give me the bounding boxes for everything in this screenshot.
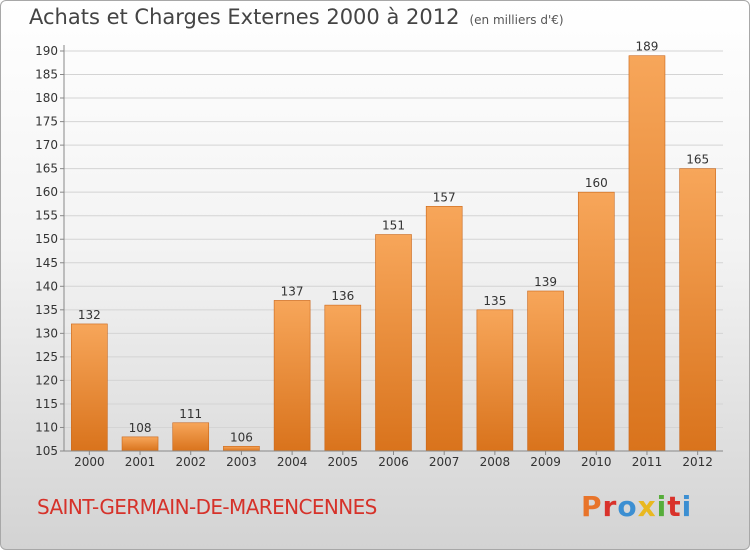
bars: [71, 55, 716, 452]
x-tick-label: 2002: [175, 455, 206, 469]
x-tick-label: 2005: [328, 455, 359, 469]
data-labels: 132 108 111 106 137 136 151 157 135 139 160 189 165: [78, 40, 709, 445]
data-label: 157: [433, 190, 456, 204]
y-tick-label: 140: [35, 279, 58, 293]
data-label: 106: [230, 430, 253, 444]
data-label: 165: [686, 153, 709, 167]
chart-title-text: Achats et Charges Externes 2000 à 2012: [29, 5, 460, 29]
bar-2010: [577, 191, 615, 452]
bar-2001: [121, 436, 159, 452]
y-tick-label: 110: [35, 420, 58, 434]
y-tick-label: 115: [35, 397, 58, 411]
y-tick-label: 180: [35, 91, 58, 105]
logo-letter: t: [667, 490, 682, 523]
bar-2009: [527, 290, 564, 452]
logo-letter: r: [602, 490, 618, 523]
bar-2003: [223, 445, 260, 452]
x-tick-label: 2000: [74, 455, 105, 469]
y-tick-labels: 105 110 115 120 125 130 135 140 145 150 155 160 165 1…: [35, 44, 58, 458]
y-tick-label: 130: [35, 326, 58, 340]
x-tick-label: 2008: [480, 455, 511, 469]
y-tick-label: 160: [35, 185, 58, 199]
bar-2004: [273, 300, 311, 452]
proxiti-logo[interactable]: Proxiti: [581, 490, 692, 523]
y-tick-label: 150: [35, 232, 58, 246]
y-tick-label: 120: [35, 373, 58, 387]
x-tick-label: 2006: [378, 455, 409, 469]
data-label: 108: [129, 421, 152, 435]
bar-2006: [375, 234, 412, 452]
y-tick-label: 165: [35, 162, 58, 176]
logo-letter: x: [637, 490, 657, 523]
data-label: 136: [331, 289, 354, 303]
logo-letter: i: [656, 490, 668, 523]
bar-2005: [324, 304, 362, 452]
x-tick-label: 2010: [581, 455, 612, 469]
data-label: 132: [78, 308, 101, 322]
bar-2011: [628, 55, 666, 452]
chart-subtitle: (en milliers d'€): [469, 13, 564, 27]
y-tick-label: 170: [35, 138, 58, 152]
data-label: 151: [382, 219, 405, 233]
y-tick-label: 175: [35, 115, 58, 129]
data-label: 135: [483, 294, 506, 308]
y-tick-label: 145: [35, 256, 58, 270]
x-tick-label: 2003: [226, 455, 257, 469]
y-tick-label: 135: [35, 303, 58, 317]
bar-2000: [71, 323, 108, 452]
logo-letter: P: [581, 490, 603, 523]
y-tick-label: 125: [35, 350, 58, 364]
x-tick-label: 2004: [277, 455, 308, 469]
x-tick-labels: 2000 2001 2002 2003 2004 2005 2006 2007 2008 2009…: [74, 451, 713, 469]
x-tick-label: 2007: [429, 455, 460, 469]
place-name: SAINT-GERMAIN-DE-MARENCENNES: [37, 495, 377, 519]
bar-2012: [679, 168, 716, 452]
data-label: 189: [636, 40, 659, 54]
data-label: 139: [534, 275, 557, 289]
y-tick-label: 105: [35, 444, 58, 458]
bar-chart: 1051101151201251301351401451501551601651…: [35, 40, 723, 469]
bar-2007: [425, 205, 463, 452]
data-label: 111: [179, 407, 202, 421]
x-tick-label: 2009: [530, 455, 561, 469]
logo-letter: i: [681, 490, 693, 523]
bar-2002: [172, 422, 210, 452]
x-tick-label: 2001: [125, 455, 156, 469]
bar-2008: [476, 309, 514, 452]
data-label: 137: [281, 284, 304, 298]
chart-title: Achats et Charges Externes 2000 à 2012 (e…: [29, 5, 564, 29]
x-tick-label: 2011: [632, 455, 663, 469]
logo-letter: o: [617, 490, 638, 523]
y-tick-label: 190: [35, 44, 58, 58]
y-tick-label: 185: [35, 68, 58, 82]
y-tick-label: 155: [35, 209, 58, 223]
data-label: 160: [585, 176, 608, 190]
x-tick-label: 2012: [682, 455, 713, 469]
